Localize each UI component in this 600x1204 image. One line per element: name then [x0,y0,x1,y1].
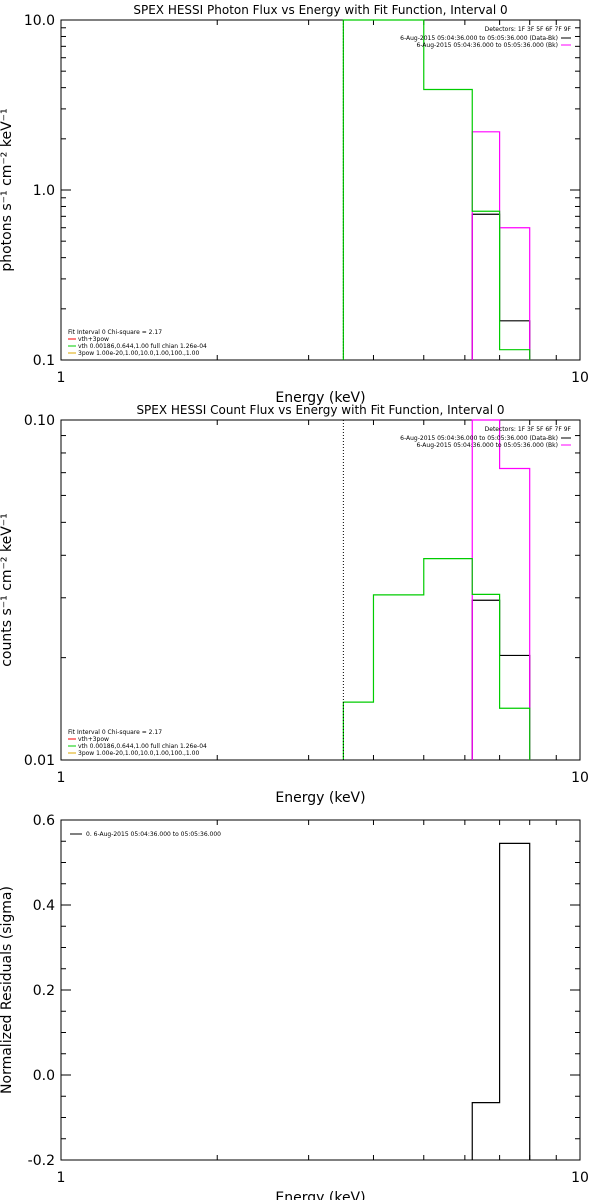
y-tick-label: 1.0 [33,183,55,199]
x-tick-label: 10 [571,1170,589,1186]
detectors-label: Detectors: 1F 3F 5F 6F 7F 9F [485,26,572,33]
chart-title: SPEX HESSI Photon Flux vs Energy with Fi… [133,3,507,17]
y-tick-label: 0.10 [24,413,55,429]
chart-panel-2: SPEX HESSI Count Flux vs Energy with Fit… [0,403,589,806]
y-tick-label: 0.1 [33,353,55,369]
x-tick-label: 10 [571,770,589,786]
plot-frame [60,419,581,761]
fit-info-text: 3pow 1.00e-20,1.00,10.0,1.00,100.,1.00 [78,750,199,757]
series-line-bk [471,131,531,360]
fit-info-text: Fit Interval 0 Chi-square = 2.17 [68,329,162,336]
legend-entry-label: 6-Aug-2015 05:04:36.000 to 05:05:36.000 … [416,42,558,49]
legend-entry-label: 6-Aug-2015 05:04:36.000 to 05:05:36.000 … [400,435,558,442]
detectors-label: Detectors: 1F 3F 5F 6F 7F 9F [485,426,572,433]
series-line-data-bk [471,213,531,360]
series-line-bk [471,419,531,760]
fit-info-text: vth 0.00186,0.644,1.00 full chian 1.26e-… [78,343,207,350]
y-axis-label: counts s⁻¹ cm⁻² keV⁻¹ [0,513,15,667]
series-line-vth [342,558,531,760]
chart-panel-1: SPEX HESSI Photon Flux vs Energy with Fi… [0,3,589,406]
plot-frame [60,819,581,1161]
chart-panel-3: 1 10 Energy (keV) -0.2 0.0 0.2 0.4 0.6 Normalize… [0,813,589,1204]
series-line-data-bk [471,599,531,760]
y-tick-label: 0.2 [33,983,55,999]
x-axis-label: Energy (keV) [275,790,365,806]
fit-info-text: vth+3pow [78,736,109,743]
fit-info-text: 3pow 1.00e-20,1.00,10.0,1.00,100.,1.00 [78,350,199,357]
legend-entry-label: 0. 6-Aug-2015 05:04:36.000 to 05:05:36.0… [86,831,221,838]
series-line-residuals [471,842,531,1160]
x-axis-label: Energy (keV) [275,390,365,406]
x-tick-label: 1 [57,1170,66,1186]
y-tick-label: 0.4 [33,898,55,914]
fit-info-text: Fit Interval 0 Chi-square = 2.17 [68,729,162,736]
x-axis-label: Energy (keV) [275,1190,365,1200]
x-tick-label: 1 [57,370,66,386]
y-tick-label: 10.0 [24,13,55,29]
fit-info-text: vth+3pow [78,336,109,343]
series-line-vth [342,19,531,360]
y-tick-label: 0.6 [33,813,55,829]
y-tick-label: 0.01 [24,753,55,769]
y-tick-label: 0.0 [33,1068,55,1084]
legend-entry-label: 6-Aug-2015 05:04:36.000 to 05:05:36.000 … [400,35,558,42]
y-axis-label: Normalized Residuals (sigma) [0,886,15,1094]
legend-entry-label: 6-Aug-2015 05:04:36.000 to 05:05:36.000 … [416,442,558,449]
fit-info-text: vth 0.00186,0.644,1.00 full chian 1.26e-… [78,743,207,750]
y-axis-label: photons s⁻¹ cm⁻² keV⁻¹ [0,108,15,271]
chart-title: SPEX HESSI Count Flux vs Energy with Fit… [136,403,504,417]
x-tick-label: 1 [57,770,66,786]
y-tick-label: -0.2 [28,1153,55,1169]
x-tick-label: 10 [571,370,589,386]
plot-frame [60,19,581,361]
